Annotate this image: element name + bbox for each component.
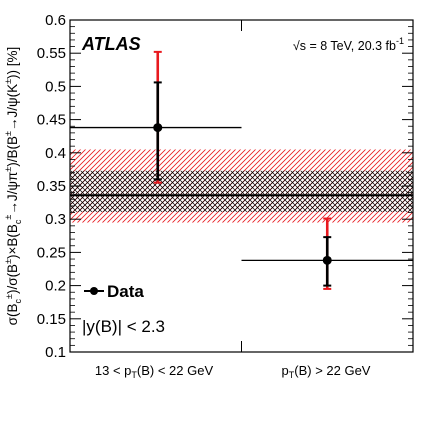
y-tick-label: 0.25	[37, 244, 66, 261]
y-tick-label: 0.2	[45, 278, 66, 295]
average-bands	[70, 149, 413, 223]
y-tick-label: 0.1	[45, 344, 66, 361]
rapidity-label: |y(B)| < 2.3	[82, 317, 165, 336]
category-label-high-pt: pT(B) > 22 GeV	[282, 363, 371, 380]
y-tick-label: 0.15	[37, 311, 66, 328]
legend-marker	[90, 287, 98, 295]
experiment-label: ATLAS	[81, 34, 141, 54]
y-tick-label: 0.45	[37, 112, 66, 129]
y-tick-label: 0.6	[45, 12, 66, 29]
y-tick-label: 0.3	[45, 211, 66, 228]
y-axis-label: σ(Bc±)/σ(B±)×B(Bc±→J/ψπ±)/B(B±→J/ψ(K±)) …	[3, 47, 23, 326]
y-tick-label: 0.35	[37, 178, 66, 195]
y-tick-label: 0.55	[37, 45, 66, 62]
axis-ticks: 0.1 0.15 0.2 0.25 0.3 0.35 0.4 0.45 0.5 0.55 0.6	[37, 12, 413, 361]
data-points	[70, 50, 413, 290]
category-label-low-pt: 13 < pT(B) < 22 GeV	[95, 363, 214, 380]
y-tick-label: 0.4	[45, 145, 66, 162]
data-point	[153, 123, 163, 133]
energy-lumi-label: √s = 8 TeV, 20.3 fb-1	[293, 36, 404, 53]
legend-label: Data	[107, 282, 144, 301]
data-point	[322, 255, 332, 265]
stat-uncertainty-band-cross	[70, 170, 413, 212]
x-axis-labels: 13 < pT(B) < 22 GeV pT(B) > 22 GeV	[95, 363, 371, 380]
y-tick-label: 0.5	[45, 78, 66, 95]
